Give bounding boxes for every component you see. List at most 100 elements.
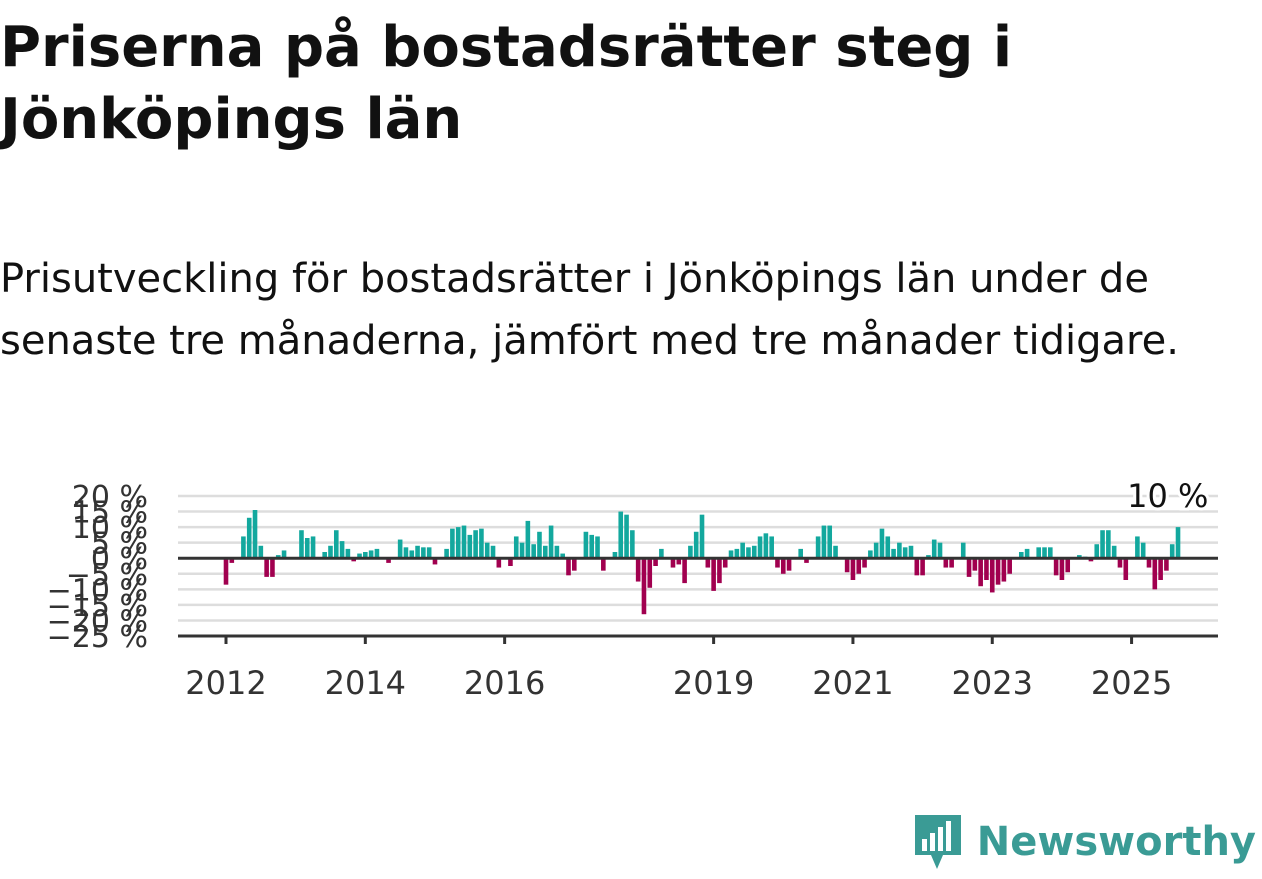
bar xyxy=(572,558,577,571)
bar xyxy=(711,558,716,591)
bar xyxy=(421,547,426,559)
bar xyxy=(682,558,687,584)
bar xyxy=(1158,558,1163,580)
bar xyxy=(304,538,310,559)
bar xyxy=(415,545,420,559)
bar xyxy=(989,558,995,593)
bar xyxy=(972,558,978,571)
bar xyxy=(403,547,409,559)
bar xyxy=(960,542,966,559)
grid-lines xyxy=(178,494,1218,622)
bar xyxy=(542,545,548,559)
brand-name: Newsworthy xyxy=(976,819,1256,865)
bar xyxy=(386,558,391,563)
bar xyxy=(531,544,536,559)
bar xyxy=(635,558,641,582)
bar xyxy=(374,548,380,559)
bar xyxy=(339,541,345,559)
bar xyxy=(641,558,647,615)
y-tick-label: 5 % xyxy=(91,527,148,562)
bar xyxy=(548,525,554,559)
y-tick-label: −10 % xyxy=(47,573,148,608)
bar xyxy=(751,545,757,559)
bar xyxy=(815,536,821,559)
bar xyxy=(484,542,490,559)
bar xyxy=(1059,558,1065,580)
bar xyxy=(688,545,693,559)
newsworthy-bar-chart-icon xyxy=(914,815,961,869)
bar xyxy=(1001,558,1007,582)
bar xyxy=(1053,558,1059,576)
x-tick-label: 2014 xyxy=(325,664,406,702)
x-tick-label: 2016 xyxy=(464,664,545,702)
bar xyxy=(473,530,478,559)
bar xyxy=(1140,542,1146,559)
bar xyxy=(902,547,908,559)
bar xyxy=(409,550,415,559)
bar xyxy=(455,527,461,559)
bar xyxy=(856,558,862,574)
y-tick-label: −15 % xyxy=(47,589,148,624)
bar xyxy=(827,525,833,559)
bar xyxy=(328,545,333,559)
bar xyxy=(868,550,873,559)
bar xyxy=(252,510,258,559)
bar xyxy=(241,536,246,559)
bar xyxy=(676,558,682,565)
bar xyxy=(618,511,624,559)
bar xyxy=(659,548,664,559)
bar xyxy=(630,530,635,559)
bar xyxy=(757,536,763,559)
bar xyxy=(595,536,600,559)
bar xyxy=(1100,530,1105,559)
bar xyxy=(351,558,357,562)
bar xyxy=(1111,545,1117,559)
bar xyxy=(908,545,914,559)
bar xyxy=(310,536,316,559)
bar xyxy=(1007,558,1012,574)
x-tick-label: 2021 xyxy=(812,664,893,702)
bar xyxy=(1077,555,1082,559)
bar xyxy=(508,558,513,566)
bar xyxy=(560,553,565,559)
bar xyxy=(717,558,722,584)
y-tick-label: −5 % xyxy=(66,558,148,593)
bar xyxy=(246,517,252,559)
bar xyxy=(479,528,484,559)
bar xyxy=(1152,558,1158,590)
bar xyxy=(734,548,740,559)
bar xyxy=(873,542,879,559)
bar xyxy=(612,552,618,559)
x-tick-label: 2023 xyxy=(952,664,1033,702)
bar xyxy=(1117,558,1123,568)
x-tick-label: 2019 xyxy=(673,664,754,702)
bar xyxy=(583,531,589,559)
bar xyxy=(740,542,745,559)
bar xyxy=(897,542,902,559)
bar xyxy=(920,558,925,576)
y-tick-label: −20 % xyxy=(47,604,148,639)
bar xyxy=(931,539,937,559)
bar xyxy=(844,558,850,573)
bar xyxy=(699,514,705,559)
bar xyxy=(223,558,229,585)
bar xyxy=(647,558,653,588)
bar xyxy=(1169,544,1175,559)
bar xyxy=(728,550,734,559)
axes xyxy=(178,556,1218,638)
bar xyxy=(299,530,304,559)
bar xyxy=(345,548,351,559)
bar xyxy=(1024,548,1030,559)
bar xyxy=(496,558,502,568)
bar xyxy=(943,558,949,568)
bars xyxy=(223,510,1181,615)
y-tick-label: 15 % xyxy=(72,496,148,531)
bar xyxy=(1065,558,1071,573)
bar xyxy=(397,539,403,559)
bar xyxy=(450,528,455,559)
bar xyxy=(1088,558,1094,562)
chart-subtitle: Prisutveckling för bostadsrätter i Jönkö… xyxy=(0,256,1179,364)
bar xyxy=(1094,544,1100,559)
bar xyxy=(624,514,629,559)
bar xyxy=(926,555,931,559)
